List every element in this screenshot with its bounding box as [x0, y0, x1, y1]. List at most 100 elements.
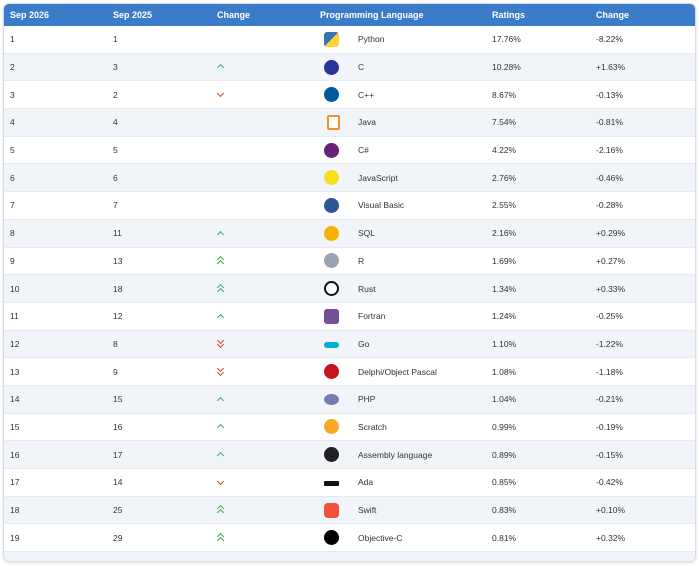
language-logo: [314, 330, 352, 358]
rating: 0.99%: [492, 421, 517, 432]
rating: 0.85%: [492, 477, 517, 488]
logo-icon: [324, 364, 339, 380]
logo-icon: [324, 447, 339, 463]
rating: 1.08%: [492, 366, 517, 377]
rank-current: 20: [4, 552, 107, 561]
rating-change: +1.63%: [596, 62, 626, 73]
rank-previous: 8: [113, 338, 118, 349]
rank-change-icon: [211, 164, 314, 192]
rating: 7.54%: [492, 117, 517, 128]
language-name: R: [358, 255, 365, 266]
rating-change: -0.42%: [596, 477, 623, 488]
rank-change-icon: [211, 441, 314, 469]
rank-previous: 13: [113, 255, 123, 266]
table-row: 19 29 Objective-C 0.81% +0.32%: [4, 524, 695, 552]
logo-icon: [324, 87, 339, 103]
rating-change: +0.10%: [596, 505, 626, 516]
logo-icon: [324, 480, 339, 486]
logo-icon: [324, 341, 339, 348]
rank-current: 7: [10, 200, 15, 211]
language-name: Visual Basic: [358, 200, 405, 211]
rank-current: 18: [10, 505, 20, 516]
language-logo: [314, 552, 352, 561]
rank-previous: 2: [113, 89, 118, 100]
rank-previous: 17: [113, 449, 123, 460]
column-header: Change: [590, 4, 695, 26]
table-row: 18 25 Swift 0.83% +0.10%: [4, 496, 695, 524]
language-logo: [314, 302, 352, 330]
table-row: 14 15 PHP 1.04% -0.21%: [4, 385, 695, 414]
language-name: COBOL: [352, 552, 486, 561]
rating-change: -1.22%: [596, 338, 623, 349]
rank-change-icon: [211, 552, 314, 562]
rank-change-icon: [211, 302, 314, 330]
logo-icon: [324, 281, 339, 297]
trend-arrow: [216, 422, 225, 432]
rank-previous: 9: [113, 366, 118, 377]
rating: 4.22%: [492, 145, 517, 156]
table-row: 6 6 JavaScript 2.76% -0.46%: [4, 163, 695, 192]
logo-icon: [324, 393, 339, 405]
rating-change: -0.25%: [596, 311, 623, 322]
rank-current: 8: [10, 228, 15, 239]
rating-change: -0.28%: [596, 200, 623, 211]
rank-change-icon: [211, 358, 314, 386]
rank-change-icon: [211, 385, 314, 413]
column-header: Programming Language: [314, 4, 487, 26]
language-logo: [314, 524, 352, 552]
language-name: C: [358, 62, 365, 73]
table-row: 9 13 R 1.69% +0.27%: [4, 247, 695, 275]
trend-arrow: [216, 337, 225, 349]
trend-arrow: [216, 505, 225, 517]
language-logo: [314, 109, 352, 137]
rank-current: 9: [10, 255, 15, 266]
rank-previous: 22: [107, 552, 211, 561]
rank-change-icon: [211, 192, 314, 220]
rank-previous: 4: [113, 117, 118, 128]
language-name: PHP: [358, 394, 376, 405]
language-name: Rust: [358, 283, 376, 294]
rank-current: 6: [10, 172, 15, 183]
logo-icon: [324, 502, 339, 518]
rating-change: -0.13%: [590, 552, 695, 561]
rank-current: 2: [10, 62, 15, 73]
column-header: Ratings: [486, 4, 591, 26]
trend-arrow: [216, 312, 225, 322]
rating-change: -0.21%: [596, 394, 623, 405]
trend-arrow: [217, 561, 225, 562]
trend-arrow: [216, 395, 225, 405]
rating-change: +0.32%: [596, 532, 626, 543]
rank-change-icon: [211, 109, 314, 137]
language-name: Go: [358, 338, 370, 349]
rating: 1.04%: [492, 394, 517, 405]
table-row: 4 4 Java 7.54% -0.81%: [4, 108, 695, 137]
rank-previous: 5: [113, 145, 118, 156]
trend-arrow: [216, 90, 225, 100]
rank-previous: 3: [113, 62, 118, 73]
language-logo: [314, 136, 352, 164]
logo-icon: [324, 225, 339, 241]
rank-previous: 29: [113, 532, 123, 543]
logo-icon: [324, 308, 339, 324]
rank-change-icon: [211, 413, 314, 441]
rating-change: +0.33%: [596, 283, 626, 294]
language-name: Ada: [358, 477, 374, 488]
rating-change: +0.29%: [596, 228, 626, 239]
table-row: 7 7 Visual Basic 2.55% -0.28%: [4, 192, 695, 220]
language-name: Swift: [358, 505, 377, 516]
language-logo: [314, 496, 352, 524]
rank-change-icon: [211, 330, 314, 358]
language-logo: [314, 219, 352, 247]
rank-current: 1: [10, 34, 15, 45]
table-row: 13 9 Delphi/Object Pascal 1.08% -1.18%: [4, 358, 695, 386]
rank-previous: 16: [113, 421, 123, 432]
rank-change-icon: [211, 524, 314, 552]
rating-change: -0.19%: [596, 421, 623, 432]
rank-current: 5: [10, 145, 15, 156]
column-header: Change: [211, 4, 314, 26]
logo-icon: [324, 197, 339, 213]
trend-arrow: [216, 62, 225, 72]
rank-change-icon: [211, 26, 314, 53]
rating-change: -0.81%: [596, 117, 623, 128]
rating-change: -0.46%: [596, 172, 623, 183]
